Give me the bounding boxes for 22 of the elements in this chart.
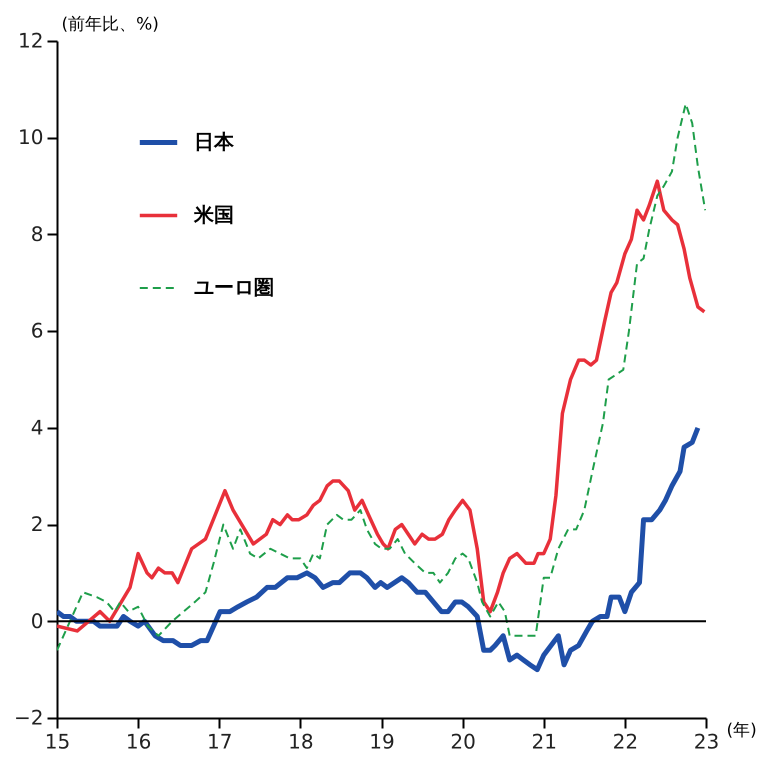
- y-tick-label: 6: [30, 318, 44, 343]
- x-tick-label: 20: [450, 730, 476, 754]
- x-tick-label: 21: [532, 730, 557, 754]
- legend-label: 米国: [193, 202, 234, 226]
- y-tick-label: 12: [18, 28, 44, 52]
- x-axis-title: (年): [726, 720, 757, 740]
- legend-label: 日本: [194, 130, 235, 154]
- x-tick-label: 16: [126, 730, 152, 754]
- x-tick-label: 17: [207, 730, 232, 754]
- x-tick-label: 18: [288, 730, 314, 754]
- y-tick-label: −2: [14, 706, 44, 730]
- y-tick-label: 4: [30, 415, 44, 440]
- y-axis-title: (前年比、%): [62, 14, 159, 34]
- x-tick-label: 15: [44, 730, 70, 754]
- y-tick-label: 2: [30, 512, 44, 536]
- y-tick-label: 8: [30, 222, 44, 246]
- y-tick-label: 10: [18, 125, 44, 150]
- x-tick-label: 19: [369, 730, 395, 754]
- x-tick-label: 22: [612, 730, 638, 754]
- x-tick-label: 23: [694, 730, 720, 754]
- y-tick-label: 0: [30, 608, 44, 633]
- legend-label: ユーロ圏: [194, 275, 274, 299]
